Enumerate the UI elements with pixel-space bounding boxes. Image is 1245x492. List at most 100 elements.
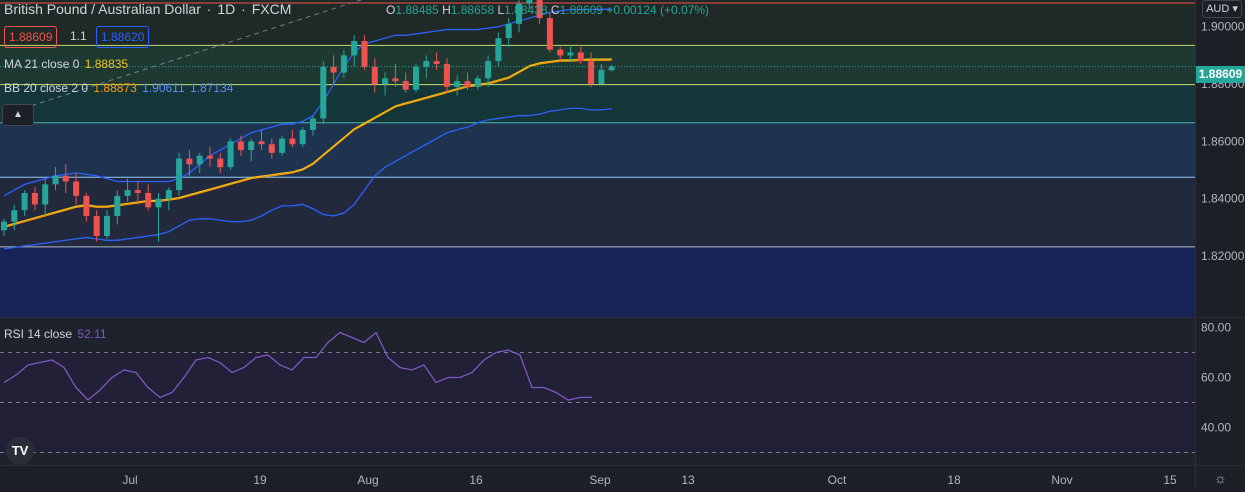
candle-body-4 <box>31 192 38 205</box>
candle-body-9 <box>83 195 90 216</box>
candle-body-40 <box>402 81 409 90</box>
candle-body-32 <box>320 66 327 119</box>
candle-body-29 <box>289 138 296 145</box>
level-zone-6 <box>0 246 1195 317</box>
candle-body-16 <box>155 198 162 208</box>
low-value: 1.88438 <box>504 3 548 17</box>
candle-body-35 <box>351 41 358 56</box>
spread-value: 1.1 <box>70 29 87 43</box>
candle-body-37 <box>371 66 378 85</box>
candle-body-42 <box>423 61 430 67</box>
candle-body-56 <box>567 52 574 56</box>
candle-body-49 <box>495 38 502 62</box>
candle-body-3 <box>21 192 28 211</box>
time-tick-label: Aug <box>357 473 378 487</box>
bb-lower-line <box>3 107 612 250</box>
candle-body-43 <box>433 61 440 64</box>
candle-body-45 <box>454 81 461 87</box>
bb-upper-value: 1.90611 <box>142 81 185 95</box>
candle-body-20 <box>196 155 203 165</box>
price-tick-label: 1.86000 <box>1201 134 1245 148</box>
price-tick-label: 1.82000 <box>1201 249 1245 263</box>
candle-body-23 <box>227 141 234 168</box>
level-zone-2 <box>0 45 1195 85</box>
time-tick-label: Jul <box>122 473 137 487</box>
time-tick-label: 16 <box>469 473 483 487</box>
candle-body-10 <box>93 215 100 236</box>
ma21-line <box>3 58 612 227</box>
candle-body-57 <box>577 52 584 62</box>
price-tick-label: 1.84000 <box>1201 192 1245 206</box>
candle-body-21 <box>207 155 213 159</box>
rsi-legend[interactable]: RSI 14 close 52.11 <box>4 327 109 341</box>
time-tick-label: 13 <box>681 473 695 487</box>
candle-body-1 <box>1 221 7 231</box>
candle-body-48 <box>485 61 492 79</box>
candle-body-30 <box>299 129 306 145</box>
candle-body-15 <box>145 192 152 208</box>
candle-body-18 <box>176 158 183 191</box>
ma-value: 1.88835 <box>84 57 129 71</box>
candle-body-50 <box>505 23 512 39</box>
candle-body-52 <box>526 0 533 4</box>
rsi-value: 52.11 <box>77 327 107 341</box>
trendline <box>14 0 363 112</box>
candle-body-58 <box>588 61 595 85</box>
sell-button[interactable]: 1.88609 <box>4 26 58 48</box>
rsi-tick-label: 80.00 <box>1201 321 1231 335</box>
bb-upper-line <box>3 8 612 197</box>
candle-body-8 <box>73 181 80 196</box>
candle-body-28 <box>279 138 286 153</box>
candle-body-55 <box>557 49 564 56</box>
candle-body-24 <box>237 141 244 150</box>
buy-button[interactable]: 1.88620 <box>96 26 150 48</box>
level-zone-3 <box>0 84 1195 123</box>
time-tick-label: 18 <box>947 473 961 487</box>
rsi-tick-label: 60.00 <box>1201 371 1231 385</box>
level-zone-1 <box>0 0 1195 46</box>
time-tick-label: 15 <box>1163 473 1177 487</box>
tradingview-logo[interactable]: TV <box>6 437 34 465</box>
bb-legend[interactable]: BB 20 close 2 0 1.88873 1.90611 1.87134 <box>4 81 235 95</box>
ma-label: MA 21 close 0 <box>4 57 80 71</box>
candle-body-6 <box>52 175 59 185</box>
candle-body-36 <box>361 41 368 67</box>
high-value: 1.88658 <box>450 3 495 17</box>
candle-body-31 <box>310 118 316 130</box>
level-zone-5 <box>0 177 1195 247</box>
candle-body-38 <box>382 78 389 85</box>
candle-body-41 <box>413 66 419 90</box>
candle-body-47 <box>474 78 481 87</box>
ohlc-readout: O1.88485 H1.88658 L1.88438 C1.88609 +0.0… <box>386 3 710 17</box>
time-tick-label: Nov <box>1051 473 1072 487</box>
candle-body-27 <box>268 144 275 153</box>
candle-body-22 <box>217 158 224 168</box>
bb-label: BB 20 close 2 0 <box>4 81 89 95</box>
collapse-legend-button[interactable]: ▲ <box>2 104 34 126</box>
candle-body-39 <box>392 78 399 82</box>
ma-legend[interactable]: MA 21 close 0 1.88835 <box>4 57 130 71</box>
exchange-label: FXCM <box>251 1 292 17</box>
bb-basis-line <box>3 59 612 228</box>
currency-selector[interactable]: AUD ▾ <box>1202 0 1242 18</box>
candle-body-5 <box>42 184 49 205</box>
candle-body-17 <box>165 190 172 199</box>
settings-gear-icon[interactable]: ☼ <box>1214 470 1227 486</box>
time-tick-label: Sep <box>589 473 611 487</box>
candle-body-54 <box>546 18 553 50</box>
candle-body-51 <box>516 3 522 24</box>
bb-lower-value: 1.87134 <box>189 81 234 95</box>
open-value: 1.88485 <box>395 3 439 17</box>
candle-body-59 <box>598 69 605 85</box>
candle-body-46 <box>464 81 471 87</box>
candle-body-12 <box>114 195 121 216</box>
candle-body-44 <box>443 63 450 87</box>
rsi-tick-label: 40.00 <box>1201 421 1231 435</box>
candle-body-53 <box>536 0 543 19</box>
bb-basis-value: 1.88873 <box>93 81 137 95</box>
candle-body-25 <box>248 141 255 150</box>
interval-label[interactable]: 1D <box>217 1 236 17</box>
symbol-name[interactable]: British Pound / Australian Dollar <box>4 1 201 17</box>
